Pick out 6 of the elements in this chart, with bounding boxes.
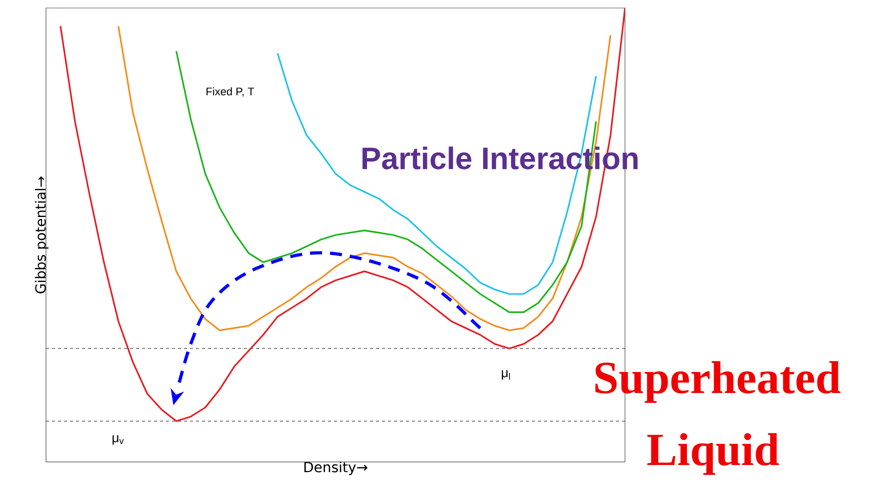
x-axis-title: Density→ <box>304 462 368 476</box>
y-axis-title: Gibbs potential→ <box>34 176 48 294</box>
annotation: μ$_{v}$ <box>112 435 124 445</box>
annotation: Superheated Liquid <box>595 361 840 475</box>
annotation: μ$_{l}$ <box>502 370 510 380</box>
annotation: Fixed P, T <box>206 87 254 97</box>
